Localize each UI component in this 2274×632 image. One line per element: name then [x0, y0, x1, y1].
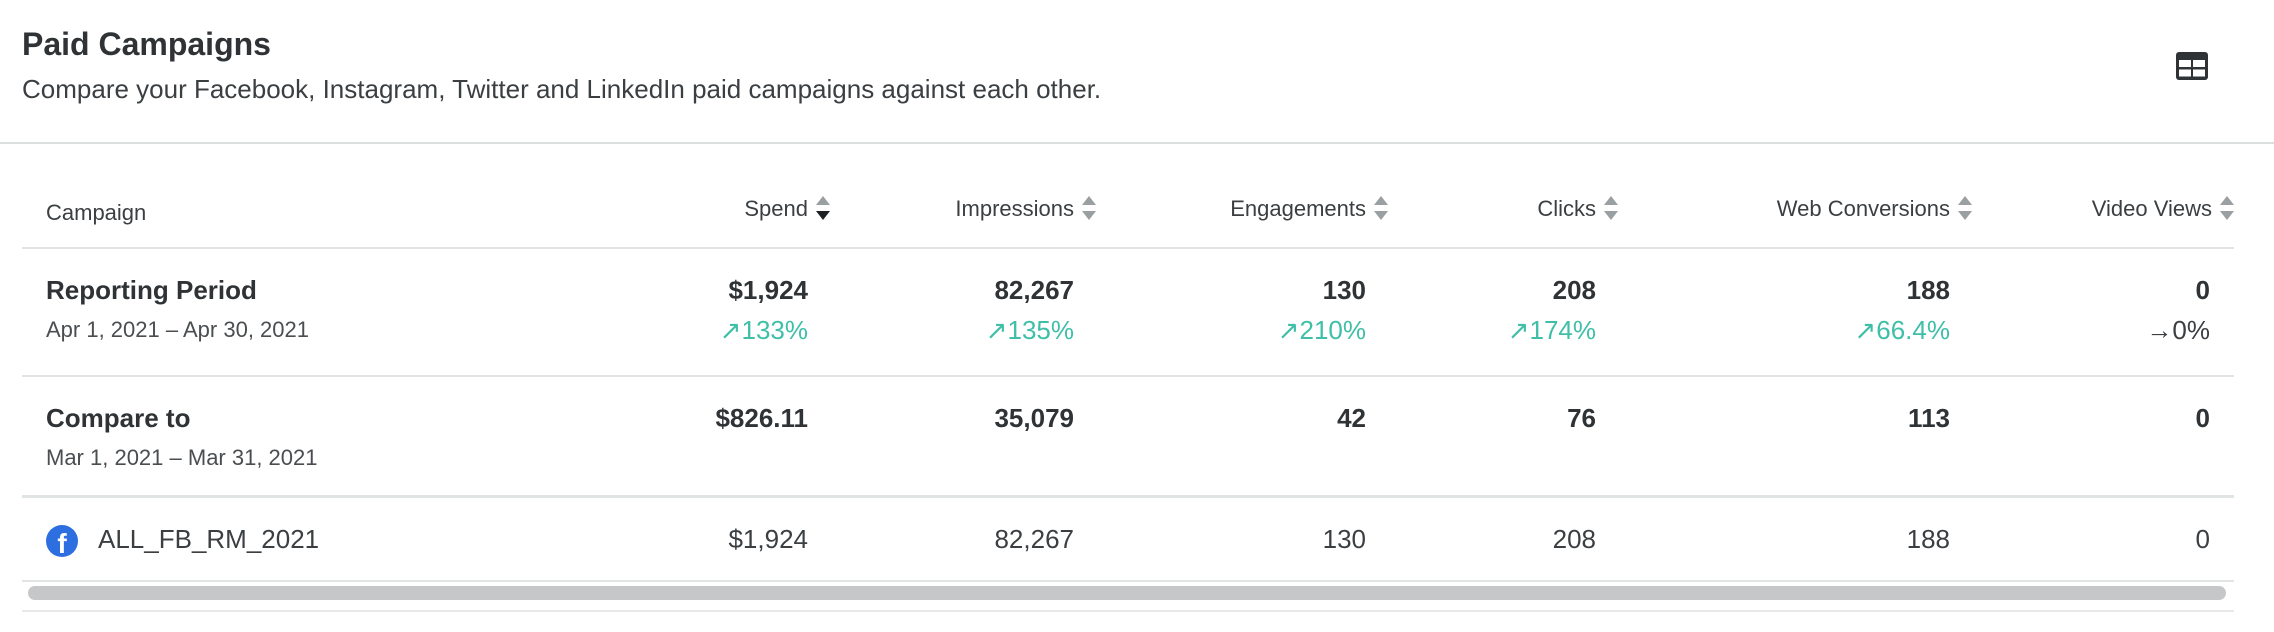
clicks-value: 208 [1552, 524, 1596, 554]
sort-icon[interactable] [816, 196, 830, 222]
trend-up-icon: ↗ [1854, 315, 1877, 345]
reporting-period-range: Apr 1, 2021 – Apr 30, 2021 [46, 317, 309, 342]
clicks-delta: ↗174% [1507, 315, 1596, 345]
sort-icon[interactable] [1082, 196, 1096, 222]
compare-row: Compare to Mar 1, 2021 – Mar 31, 2021 $8… [22, 377, 2234, 498]
clicks-value: 76 [1567, 403, 1596, 433]
trend-flat-icon: → [2146, 315, 2173, 345]
trend-up-icon: ↗ [1277, 315, 1300, 345]
trend-up-icon: ↗ [719, 315, 742, 345]
compare-range: Mar 1, 2021 – Mar 31, 2021 [46, 445, 318, 470]
engagements-value: 130 [1322, 524, 1366, 554]
column-header-spend[interactable]: Spend [744, 195, 830, 222]
impressions-value: 35,079 [994, 403, 1074, 433]
sort-icon[interactable] [2220, 196, 2234, 222]
divider [22, 610, 2234, 612]
impressions-value: 82,267 [994, 524, 1074, 554]
page-title: Paid Campaigns [22, 26, 271, 62]
video-views-delta: →0% [2146, 315, 2210, 345]
video-views-value: 0 [2195, 275, 2210, 305]
panel-header: Paid Campaigns Compare your Facebook, In… [0, 0, 2274, 144]
web-conversions-delta: ↗66.4% [1854, 315, 1950, 345]
reporting-period-label: Reporting Period [46, 275, 257, 305]
column-header-engagements[interactable]: Engagements [1230, 195, 1388, 222]
web-conversions-value: 188 [1906, 524, 1950, 554]
engagements-delta: ↗210% [1277, 315, 1366, 345]
video-views-value: 0 [2195, 524, 2210, 554]
engagements-value: 42 [1337, 403, 1366, 433]
facebook-icon: f [46, 525, 78, 557]
engagements-value: 130 [1322, 275, 1366, 305]
spend-delta: ↗133% [719, 315, 808, 345]
video-views-value: 0 [2195, 403, 2210, 433]
column-header-clicks[interactable]: Clicks [1537, 195, 1618, 222]
spend-value: $826.11 [715, 403, 808, 433]
impressions-delta: ↗135% [985, 315, 1074, 345]
table-icon[interactable] [2176, 52, 2208, 80]
spend-value: $1,924 [728, 275, 808, 305]
sort-icon[interactable] [1604, 196, 1618, 222]
spend-value: $1,924 [728, 524, 808, 554]
table-header-row: Campaign Spend Impressions Engagements C… [22, 143, 2234, 249]
scrollbar-thumb[interactable] [28, 586, 2226, 600]
page-subtitle: Compare your Facebook, Instagram, Twitte… [22, 74, 1102, 104]
column-header-impressions[interactable]: Impressions [955, 195, 1096, 222]
column-header-video-views[interactable]: Video Views [2092, 195, 2234, 222]
web-conversions-value: 188 [1906, 275, 1950, 305]
web-conversions-value: 113 [1908, 403, 1950, 433]
sort-icon[interactable] [1374, 196, 1388, 222]
compare-label: Compare to [46, 403, 191, 433]
reporting-period-row: Reporting Period Apr 1, 2021 – Apr 30, 2… [22, 249, 2234, 377]
campaigns-table: Campaign Spend Impressions Engagements C… [22, 143, 2234, 582]
table-row[interactable]: f ALL_FB_RM_2021 $1,924 82,267 130 208 1… [22, 498, 2234, 582]
horizontal-scrollbar[interactable] [22, 580, 2234, 608]
sort-icon[interactable] [1958, 196, 1972, 222]
campaign-name[interactable]: ALL_FB_RM_2021 [98, 524, 320, 554]
column-header-web-conversions[interactable]: Web Conversions [1777, 195, 1972, 222]
trend-up-icon: ↗ [985, 315, 1008, 345]
clicks-value: 208 [1552, 275, 1596, 305]
trend-up-icon: ↗ [1507, 315, 1530, 345]
impressions-value: 82,267 [994, 275, 1074, 305]
column-header-campaign: Campaign [46, 200, 147, 226]
